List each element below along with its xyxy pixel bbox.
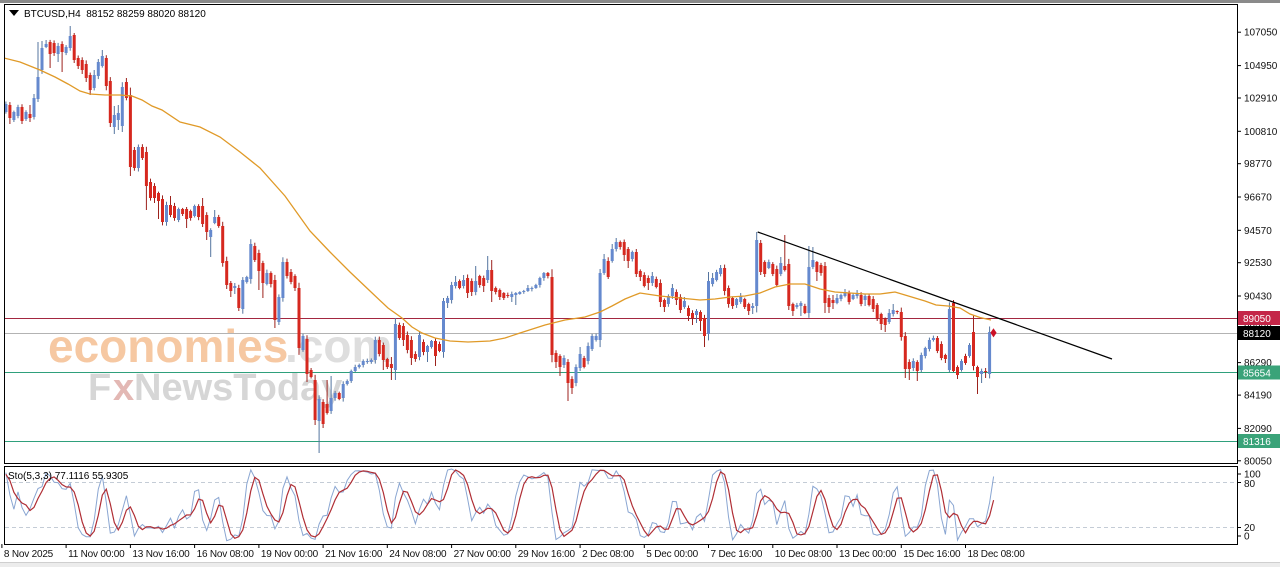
svg-text:Sto(5,3,3) 77.1116 55.9305: Sto(5,3,3) 77.1116 55.9305 <box>8 471 129 482</box>
svg-text:10 Dec 08:00: 10 Dec 08:00 <box>775 549 833 560</box>
svg-text:85654: 85654 <box>1243 369 1271 380</box>
svg-text:27 Nov 00:00: 27 Nov 00:00 <box>454 549 512 560</box>
svg-text:104950: 104950 <box>1244 61 1278 72</box>
svg-text:economies: economies <box>48 320 288 372</box>
svg-text:107050: 107050 <box>1244 28 1278 39</box>
svg-text:90430: 90430 <box>1244 292 1272 303</box>
svg-text:80050: 80050 <box>1244 456 1272 467</box>
svg-text:18 Dec 08:00: 18 Dec 08:00 <box>968 549 1026 560</box>
svg-text:100810: 100810 <box>1244 127 1278 138</box>
svg-text:89050: 89050 <box>1243 314 1271 325</box>
svg-text:19 Nov 00:00: 19 Nov 00:00 <box>261 549 319 560</box>
svg-text:102910: 102910 <box>1244 94 1278 105</box>
svg-text:13 Dec 00:00: 13 Dec 00:00 <box>839 549 897 560</box>
svg-text:80: 80 <box>1244 479 1256 490</box>
svg-text:88120: 88120 <box>1243 329 1271 340</box>
svg-text:98770: 98770 <box>1244 159 1272 170</box>
svg-text:BTCUSD,H4 88152 88259 88020 8: BTCUSD,H4 88152 88259 88020 88120 <box>24 9 206 20</box>
svg-text:F: F <box>88 367 111 409</box>
svg-text:7 Dec 16:00: 7 Dec 16:00 <box>711 549 763 560</box>
svg-text:13 Nov 16:00: 13 Nov 16:00 <box>132 549 190 560</box>
svg-text:8 Nov 2025: 8 Nov 2025 <box>4 549 54 560</box>
svg-text:94570: 94570 <box>1244 226 1272 237</box>
svg-text:24 Nov 08:00: 24 Nov 08:00 <box>389 549 447 560</box>
svg-text:2 Dec 08:00: 2 Dec 08:00 <box>582 549 634 560</box>
svg-text:16 Nov 08:00: 16 Nov 08:00 <box>197 549 255 560</box>
svg-text:5 Dec 00:00: 5 Dec 00:00 <box>646 549 698 560</box>
svg-text:0: 0 <box>1244 532 1250 543</box>
svg-text:29 Nov 16:00: 29 Nov 16:00 <box>518 549 576 560</box>
svg-text:86290: 86290 <box>1244 358 1272 369</box>
svg-text:81316: 81316 <box>1243 437 1271 448</box>
svg-text:92530: 92530 <box>1244 258 1272 269</box>
svg-text:20: 20 <box>1244 523 1256 534</box>
svg-text:21 Nov 16:00: 21 Nov 16:00 <box>325 549 383 560</box>
svg-text:15 Dec 16:00: 15 Dec 16:00 <box>903 549 961 560</box>
svg-text:82090: 82090 <box>1244 424 1272 435</box>
svg-text:x: x <box>113 367 134 409</box>
svg-text:84190: 84190 <box>1244 391 1272 402</box>
svg-text:96670: 96670 <box>1244 193 1272 204</box>
svg-text:11 Nov 00:00: 11 Nov 00:00 <box>68 549 125 560</box>
svg-text:100: 100 <box>1244 470 1261 481</box>
